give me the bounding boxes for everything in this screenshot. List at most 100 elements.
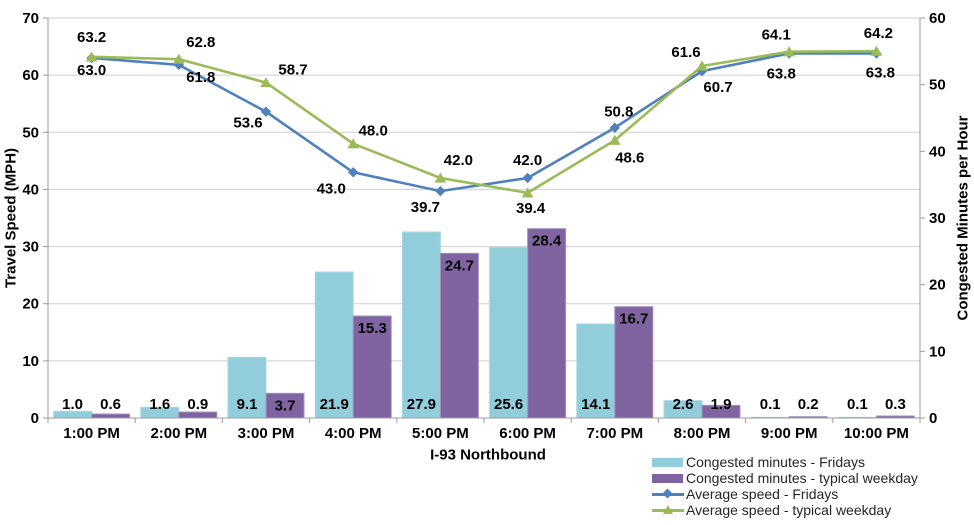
bar-value-label: 0.1 <box>760 396 781 413</box>
triangle-marker-icon <box>173 53 185 64</box>
left-tick-label: 30 <box>22 239 39 256</box>
right-tick-label: 60 <box>929 10 946 27</box>
bar-value-label: 27.9 <box>407 396 436 413</box>
category-label: 10:00 PM <box>844 425 909 442</box>
bar-value-label: 15.3 <box>358 320 387 337</box>
diamond-marker-icon <box>662 488 673 498</box>
bar-fridays <box>576 323 616 419</box>
bar-swatch-icon <box>652 456 684 468</box>
legend-item-congested-typical: Congested minutes - typical weekday <box>652 470 918 486</box>
category-label: 5:00 PM <box>412 425 469 442</box>
category-label: 1:00 PM <box>63 425 120 442</box>
left-tick-label: 50 <box>22 124 39 141</box>
bar-typical <box>439 252 479 419</box>
triangle-marker-icon <box>663 504 673 514</box>
left-tick-label: 20 <box>22 296 39 313</box>
bar-value-label: 9.1 <box>237 396 258 413</box>
point-value-label: 42.0 <box>513 152 542 169</box>
left-tick-label: 70 <box>22 10 39 27</box>
legend-item-congested-fridays: Congested minutes - Fridays <box>652 454 918 470</box>
point-value-label: 64.2 <box>864 25 893 42</box>
legend-item-speed-typical: Average speed - typical weekday <box>652 502 918 518</box>
right-axis-title: Congested Minutes per Hour <box>954 115 972 321</box>
right-tick-label: 30 <box>929 210 946 227</box>
point-value-label: 62.8 <box>186 34 215 51</box>
legend-swatch-line-fridays <box>652 488 684 498</box>
bar-value-label: 14.1 <box>581 396 610 413</box>
point-value-label: 43.0 <box>317 180 346 197</box>
bar-typical <box>527 228 567 419</box>
diamond-marker-icon <box>260 106 272 117</box>
bar-value-label: 0.9 <box>187 396 208 413</box>
legend-swatch-line-typical <box>652 504 684 514</box>
line-diamond-swatch-icon <box>652 488 684 500</box>
bar-fridays <box>489 246 529 419</box>
bar-typical <box>91 413 131 419</box>
point-value-label: 48.0 <box>359 123 388 140</box>
point-value-label: 50.8 <box>604 104 633 121</box>
bar-value-label: 2.6 <box>673 396 694 413</box>
bar-fridays <box>227 356 267 419</box>
category-label: 8:00 PM <box>674 425 731 442</box>
triangle-marker-icon <box>609 134 621 145</box>
point-value-label: 61.6 <box>671 44 700 61</box>
point-value-label: 63.8 <box>866 64 895 81</box>
right-tick-label: 10 <box>929 343 946 360</box>
bar-value-label: 25.6 <box>494 396 523 413</box>
triangle-marker-icon <box>696 60 708 71</box>
bar-value-label: 16.7 <box>619 311 648 328</box>
triangle-marker-icon <box>434 172 447 183</box>
line-triangle-swatch-icon <box>652 504 684 516</box>
point-value-label: 61.8 <box>186 69 215 86</box>
category-label: 7:00 PM <box>586 425 643 442</box>
category-label: 2:00 PM <box>150 425 207 442</box>
bar-value-label: 21.9 <box>320 396 349 413</box>
triangle-marker-icon <box>85 51 98 62</box>
point-value-label: 64.1 <box>762 27 791 44</box>
bar-value-label: 0.3 <box>885 396 906 413</box>
bar-value-label: 24.7 <box>445 257 474 274</box>
point-value-label: 42.0 <box>444 152 473 169</box>
bar-value-label: 3.7 <box>275 397 296 414</box>
left-tick-label: 0 <box>31 410 39 427</box>
left-axis-title: Travel Speed (MPH) <box>2 147 20 289</box>
triangle-marker-icon <box>260 77 272 88</box>
category-label: 9:00 PM <box>761 425 818 442</box>
chart-legend: Congested minutes - Fridays Congested mi… <box>652 454 918 518</box>
right-tick-label: 20 <box>929 277 946 294</box>
bar-value-label: 1.0 <box>62 396 83 413</box>
legend-label: Average speed - Fridays <box>686 486 839 502</box>
x-axis-title: I-93 Northbound <box>430 446 546 464</box>
triangle-marker-icon <box>870 45 883 56</box>
category-label: 6:00 PM <box>499 425 556 442</box>
left-tick-label: 40 <box>22 181 39 198</box>
legend-item-speed-fridays: Average speed - Fridays <box>652 486 918 502</box>
triangle-marker-icon <box>783 46 795 57</box>
bar-value-label: 0.6 <box>100 396 121 413</box>
bar-value-label: 1.9 <box>711 396 732 413</box>
triangle-marker-icon <box>521 187 534 198</box>
legend-label: Congested minutes - typical weekday <box>686 470 918 486</box>
point-value-label: 48.6 <box>615 149 644 166</box>
diamond-marker-icon <box>609 122 620 133</box>
legend-swatch-bar-typical <box>652 473 683 483</box>
point-value-label: 53.6 <box>233 115 262 132</box>
bar-typical <box>614 306 654 419</box>
category-label: 3:00 PM <box>238 425 295 442</box>
point-value-label: 60.7 <box>703 79 732 96</box>
category-label: 4:00 PM <box>325 425 382 442</box>
bar-value-label: 1.6 <box>149 396 170 413</box>
left-tick-label: 10 <box>22 353 39 370</box>
bar-swatch-icon <box>652 472 684 484</box>
point-value-label: 39.4 <box>516 200 546 217</box>
bar-fridays <box>401 231 441 419</box>
diamond-marker-icon <box>348 167 359 178</box>
bar-value-label: 0.1 <box>847 396 868 413</box>
right-tick-label: 50 <box>929 77 946 94</box>
bar-typical <box>352 315 392 419</box>
right-tick-label: 0 <box>929 410 937 427</box>
triangle-marker-icon <box>347 138 359 149</box>
point-value-label: 39.7 <box>411 199 440 216</box>
line-typical <box>91 49 877 195</box>
